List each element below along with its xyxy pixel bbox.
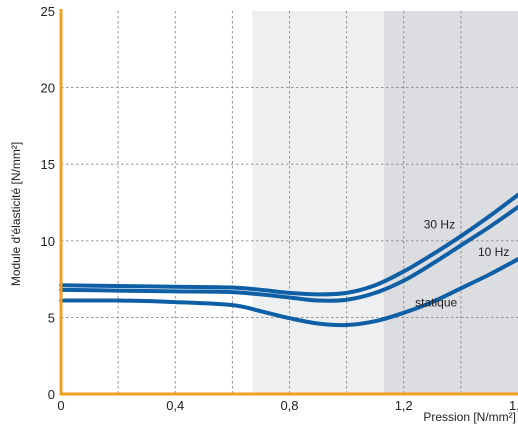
y-tick-label: 25 [41, 4, 55, 19]
y-tick-label: 0 [48, 387, 55, 402]
y-tick-label: 5 [48, 310, 55, 325]
y-tick-label: 15 [41, 157, 55, 172]
shaded-band-1 [252, 11, 383, 394]
shaded-bands [252, 11, 518, 394]
x-tick-label: 0,4 [166, 398, 184, 413]
x-tick-label: 0,8 [280, 398, 298, 413]
series-label-statique: statique [415, 296, 457, 310]
y-tick-label: 20 [41, 81, 55, 96]
x-tick-label: 1,2 [395, 398, 413, 413]
x-tick-label: 0 [57, 398, 64, 413]
x-axis-label: Pression [N/mm²] [423, 410, 516, 424]
series-label-10-hz: 10 Hz [478, 245, 509, 259]
series-label-30-hz: 30 Hz [424, 218, 455, 232]
y-tick-label: 10 [41, 234, 55, 249]
y-axis-label: Module d'élasticité [N/mm²] [9, 142, 23, 286]
